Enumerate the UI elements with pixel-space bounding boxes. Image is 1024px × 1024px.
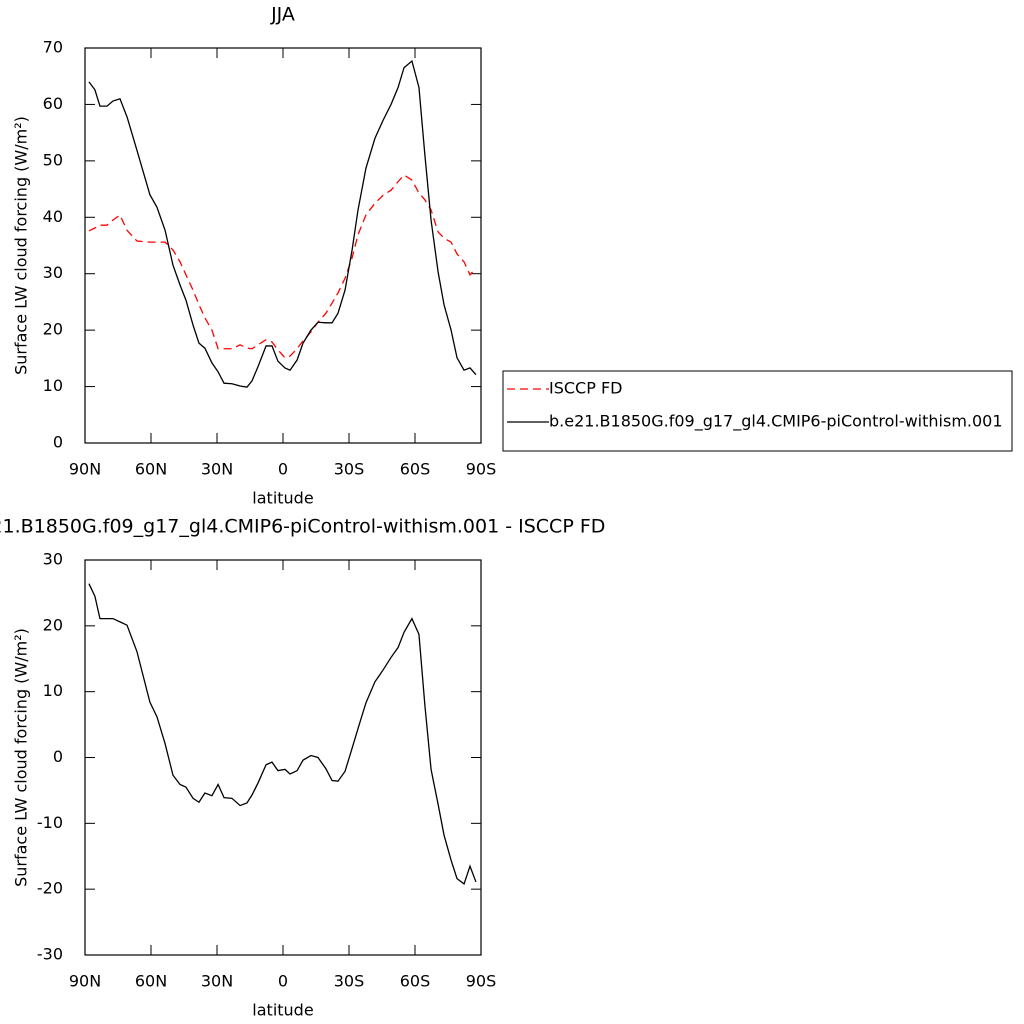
y-axis-label: Surface LW cloud forcing (W/m²) [12,116,31,375]
y-axis-label: Surface LW cloud forcing (W/m²) [12,628,31,887]
y-tick-label: 20 [43,615,63,634]
plot-frame [84,559,482,956]
chart-title: JJA [270,4,295,26]
y-tick-label: 30 [43,550,63,569]
y-tick-label: 20 [43,320,63,339]
x-axis-label: latitude [252,489,313,508]
plot-frame [84,47,482,444]
y-tick-label: 70 [43,38,63,57]
x-tick-label: 30S [334,972,365,991]
y-tick-label: 50 [43,150,63,169]
data-line [88,583,477,885]
x-tick-label: 60S [400,972,431,991]
x-tick-label: 90S [466,460,497,479]
chart-title: b.e21.B1850G.f09_g17_gl4.CMIP6-piControl… [0,516,605,538]
legend-label: ISCCP FD [549,379,622,398]
y-tick-label: 40 [43,207,63,226]
y-tick-label: 60 [43,94,63,113]
y-tick-label: 10 [43,681,63,700]
y-tick-label: 0 [53,747,63,766]
x-tick-label: 60S [400,460,431,479]
data-line [88,59,477,388]
x-tick-label: 30N [201,972,233,991]
y-tick-label: -30 [37,945,63,964]
data-line [88,174,477,359]
y-tick-label: 0 [53,433,63,452]
legend-box [502,370,1013,452]
x-tick-label: 0 [278,460,288,479]
x-tick-label: 90S [466,972,497,991]
x-tick-label: 90N [69,460,101,479]
x-tick-label: 60N [135,460,167,479]
x-tick-label: 90N [69,972,101,991]
x-axis-label: latitude [252,1001,313,1020]
x-tick-label: 30S [334,460,365,479]
x-tick-label: 60N [135,972,167,991]
y-tick-label: -20 [37,879,63,898]
legend-label: b.e21.B1850G.f09_g17_gl4.CMIP6-piControl… [549,412,1003,432]
x-tick-label: 30N [201,460,233,479]
y-tick-label: 10 [43,376,63,395]
y-tick-label: -10 [37,813,63,832]
x-tick-label: 0 [278,972,288,991]
y-tick-label: 30 [43,263,63,282]
